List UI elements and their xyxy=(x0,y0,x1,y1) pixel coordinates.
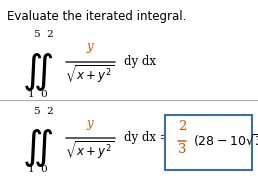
Text: 1  0: 1 0 xyxy=(28,90,48,99)
Text: 2: 2 xyxy=(178,120,186,133)
Bar xyxy=(165,115,252,170)
Text: $(28-10\sqrt{3})$: $(28-10\sqrt{3})$ xyxy=(193,133,258,149)
Text: 5  2: 5 2 xyxy=(34,30,54,39)
Text: $\int\!\!\int$: $\int\!\!\int$ xyxy=(22,51,54,93)
Text: Evaluate the iterated integral.: Evaluate the iterated integral. xyxy=(7,10,186,23)
Text: $\sqrt{x+y^2}$: $\sqrt{x+y^2}$ xyxy=(66,140,115,162)
Text: dy dx =: dy dx = xyxy=(124,131,170,145)
Text: $\sqrt{x+y^2}$: $\sqrt{x+y^2}$ xyxy=(66,64,115,86)
Text: $\int\!\!\int$: $\int\!\!\int$ xyxy=(22,127,54,169)
Text: dy dx: dy dx xyxy=(124,56,156,69)
Text: 3: 3 xyxy=(178,143,186,156)
Text: 5  2: 5 2 xyxy=(34,107,54,116)
Text: y: y xyxy=(87,117,93,130)
Text: y: y xyxy=(87,40,93,53)
Text: 1  0: 1 0 xyxy=(28,165,48,174)
